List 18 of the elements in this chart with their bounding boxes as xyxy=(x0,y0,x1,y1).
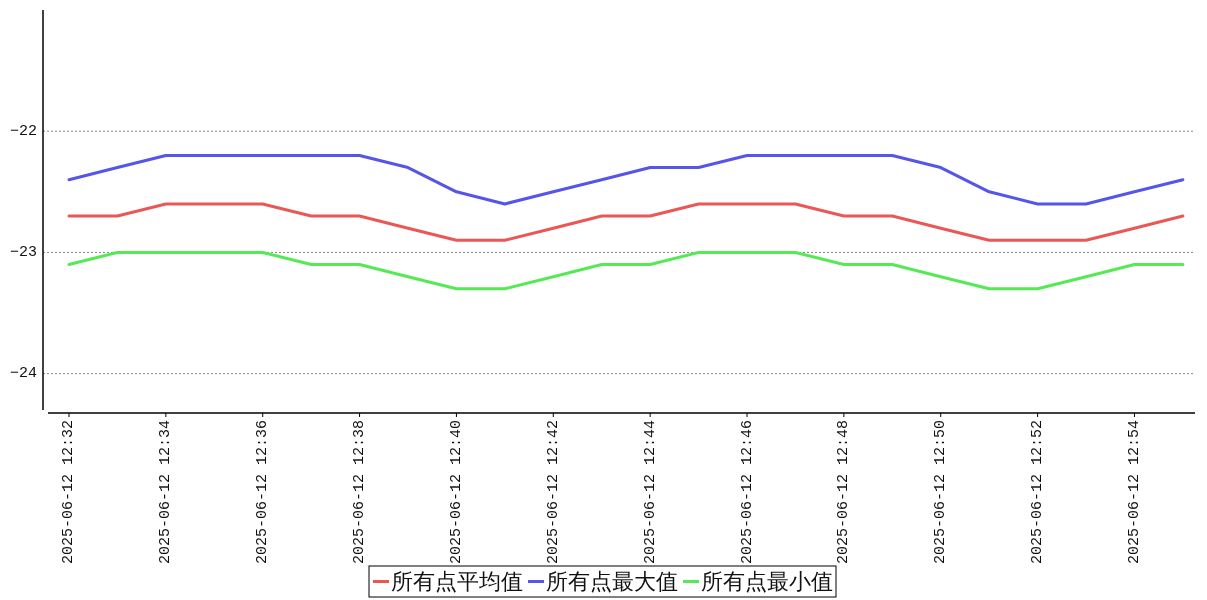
legend-label: 所有点最小值 xyxy=(701,569,833,594)
y-tick-label: −22 xyxy=(9,122,37,140)
x-tick-label: 2025-06-12 12:52 xyxy=(1029,420,1047,565)
x-tick-label: 2025-06-12 12:42 xyxy=(544,420,562,565)
x-tick-label: 2025-06-12 12:50 xyxy=(932,420,950,565)
x-tick-label: 2025-06-12 12:36 xyxy=(254,420,272,565)
x-tick-label: 2025-06-12 12:54 xyxy=(1125,420,1143,565)
x-tick-label: 2025-06-12 12:40 xyxy=(447,420,465,565)
legend-label: 所有点最大值 xyxy=(546,569,678,594)
y-tick-label: −23 xyxy=(9,243,37,261)
x-tick-label: 2025-06-12 12:44 xyxy=(641,420,659,565)
x-tick-label: 2025-06-12 12:32 xyxy=(60,420,78,565)
x-tick-label: 2025-06-12 12:46 xyxy=(738,420,756,565)
x-tick-label: 2025-06-12 12:48 xyxy=(835,420,853,565)
x-tick-label: 2025-06-12 12:34 xyxy=(157,420,175,565)
y-tick-label: −24 xyxy=(9,365,37,383)
x-tick-label: 2025-06-12 12:38 xyxy=(351,420,369,565)
legend-label: 所有点平均值 xyxy=(391,569,523,594)
